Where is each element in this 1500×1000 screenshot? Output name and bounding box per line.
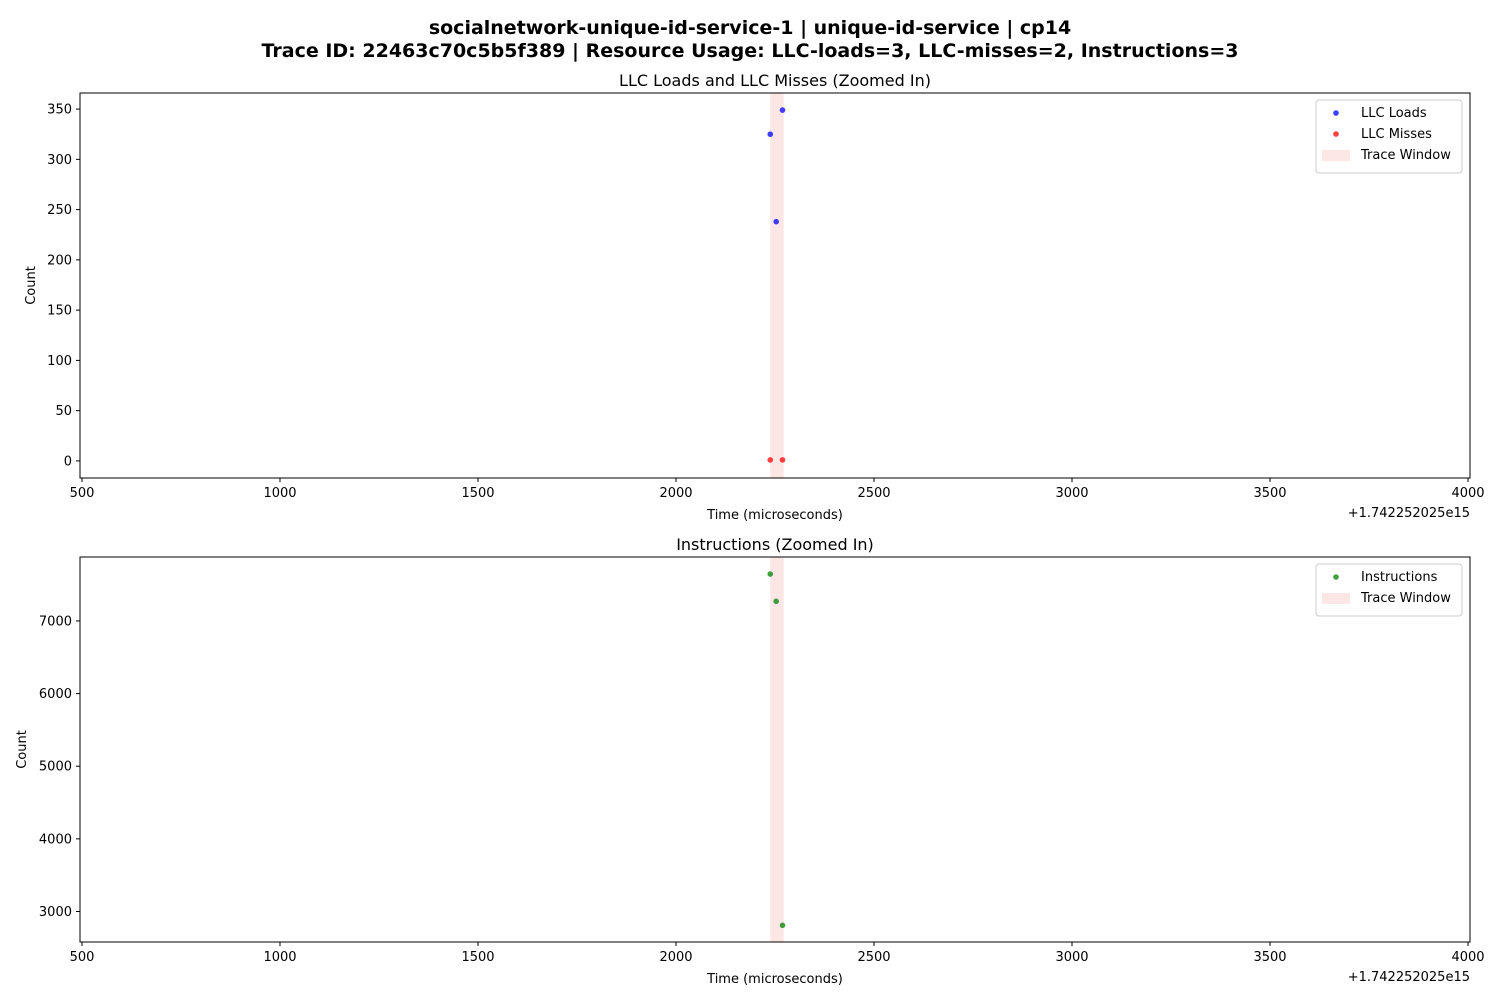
llc-x-tick-label-4000: 4000 xyxy=(1451,486,1484,501)
llc-y-tick-label-200: 200 xyxy=(47,253,72,268)
instructions-x-tick-label-1000: 1000 xyxy=(263,950,296,965)
instructions-x-tick-label-3500: 3500 xyxy=(1253,950,1286,965)
llc-y-axis-label: Count xyxy=(24,266,39,305)
instructions-legend-patch-trace-window xyxy=(1322,593,1350,604)
instructions-point-instructions-0 xyxy=(767,571,774,577)
instructions-y-tick-label-7000: 7000 xyxy=(39,614,72,629)
instructions-trace-window-band xyxy=(770,557,784,942)
llc-trace-window-band xyxy=(770,93,784,478)
instructions-x-tick-label-1500: 1500 xyxy=(461,950,494,965)
llc-legend-marker-llc-loads xyxy=(1333,110,1339,116)
llc-chart-title: LLC Loads and LLC Misses (Zoomed In) xyxy=(619,71,931,90)
instructions-x-tick-label-500: 500 xyxy=(70,950,95,965)
llc-x-tick-label-2000: 2000 xyxy=(659,486,692,501)
instructions-point-instructions-1 xyxy=(773,598,779,605)
llc-point-llc-misses-1 xyxy=(779,457,786,463)
instructions-y-tick-label-5000: 5000 xyxy=(39,760,72,775)
figure-title-line-2: Trace ID: 22463c70c5b5f389 | Resource Us… xyxy=(261,40,1239,62)
instructions-legend xyxy=(1315,563,1463,617)
instructions-x-tick-label-4000: 4000 xyxy=(1451,950,1484,965)
llc-x-offset-label: +1.742252025e15 xyxy=(1348,506,1470,521)
llc-x-tick-label-1000: 1000 xyxy=(263,486,296,501)
instructions-legend-marker-instructions xyxy=(1333,574,1339,580)
instructions-y-tick-label-6000: 6000 xyxy=(39,687,72,702)
llc-x-tick-label-500: 500 xyxy=(70,486,95,501)
instructions-axes-frame xyxy=(79,556,1471,943)
instructions-y-axis-label: Count xyxy=(15,730,30,769)
llc-point-llc-misses-0 xyxy=(767,457,774,463)
figure-title-line-1: socialnetwork-unique-id-service-1 | uniq… xyxy=(428,17,1072,39)
llc-legend-patch-trace-window xyxy=(1322,150,1350,161)
llc-axes-frame xyxy=(79,92,1471,479)
llc-x-tick-label-1500: 1500 xyxy=(461,486,494,501)
llc-y-tick-label-300: 300 xyxy=(47,153,72,168)
llc-point-llc-loads-2 xyxy=(779,107,786,113)
llc-point-llc-loads-0 xyxy=(767,131,774,138)
instructions-y-tick-label-4000: 4000 xyxy=(39,832,72,847)
llc-chart: LLC Loads and LLC Misses (Zoomed In)500 1… xyxy=(24,71,1485,523)
llc-y-tick-label-350: 350 xyxy=(47,103,72,118)
instructions-x-tick-label-3000: 3000 xyxy=(1055,950,1088,965)
instructions-x-tick-label-2500: 2500 xyxy=(857,950,890,965)
instructions-legend-label-instructions: Instructions xyxy=(1361,570,1438,585)
llc-legend-label-llc-loads: LLC Loads xyxy=(1361,106,1427,121)
instructions-y-tick-label-3000: 3000 xyxy=(39,905,72,920)
llc-point-llc-loads-1 xyxy=(773,218,779,225)
llc-x-axis-label: Time (microseconds) xyxy=(706,508,843,523)
instructions-x-tick-label-2000: 2000 xyxy=(659,950,692,965)
instructions-chart: Instructions (Zoomed In) 500 1000 1500 2000 2… xyxy=(15,535,1485,987)
instructions-chart-title: Instructions (Zoomed In) xyxy=(676,535,874,554)
instructions-point-instructions-2 xyxy=(779,922,786,929)
llc-y-tick-label-50: 50 xyxy=(55,404,72,419)
llc-legend-label-trace-window: Trace Window xyxy=(1360,148,1451,163)
llc-x-tick-label-3000: 3000 xyxy=(1055,486,1088,501)
llc-legend-marker-llc-misses xyxy=(1333,131,1339,137)
instructions-x-axis-label: Time (microseconds) xyxy=(706,972,843,987)
llc-legend-label-llc-misses: LLC Misses xyxy=(1361,127,1432,142)
llc-y-tick-label-100: 100 xyxy=(47,354,72,369)
llc-x-tick-label-2500: 2500 xyxy=(857,486,890,501)
instructions-legend-label-trace-window: Trace Window xyxy=(1360,591,1451,606)
llc-y-tick-label-0: 0 xyxy=(64,454,72,469)
llc-x-tick-label-3500: 3500 xyxy=(1253,486,1286,501)
llc-y-tick-label-250: 250 xyxy=(47,203,72,218)
instructions-x-offset-label: +1.742252025e15 xyxy=(1348,970,1470,985)
llc-legend xyxy=(1315,99,1463,174)
llc-y-tick-label-150: 150 xyxy=(47,304,72,319)
